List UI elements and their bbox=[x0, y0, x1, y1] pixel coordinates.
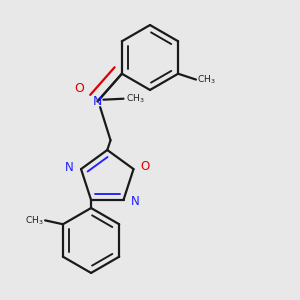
Text: O: O bbox=[141, 160, 150, 173]
Text: CH$_3$: CH$_3$ bbox=[25, 214, 44, 226]
Text: N: N bbox=[65, 161, 74, 174]
Text: CH$_3$: CH$_3$ bbox=[197, 73, 216, 86]
Text: O: O bbox=[74, 82, 84, 95]
Text: CH$_3$: CH$_3$ bbox=[126, 92, 145, 105]
Text: N: N bbox=[93, 95, 102, 108]
Text: N: N bbox=[130, 195, 140, 208]
